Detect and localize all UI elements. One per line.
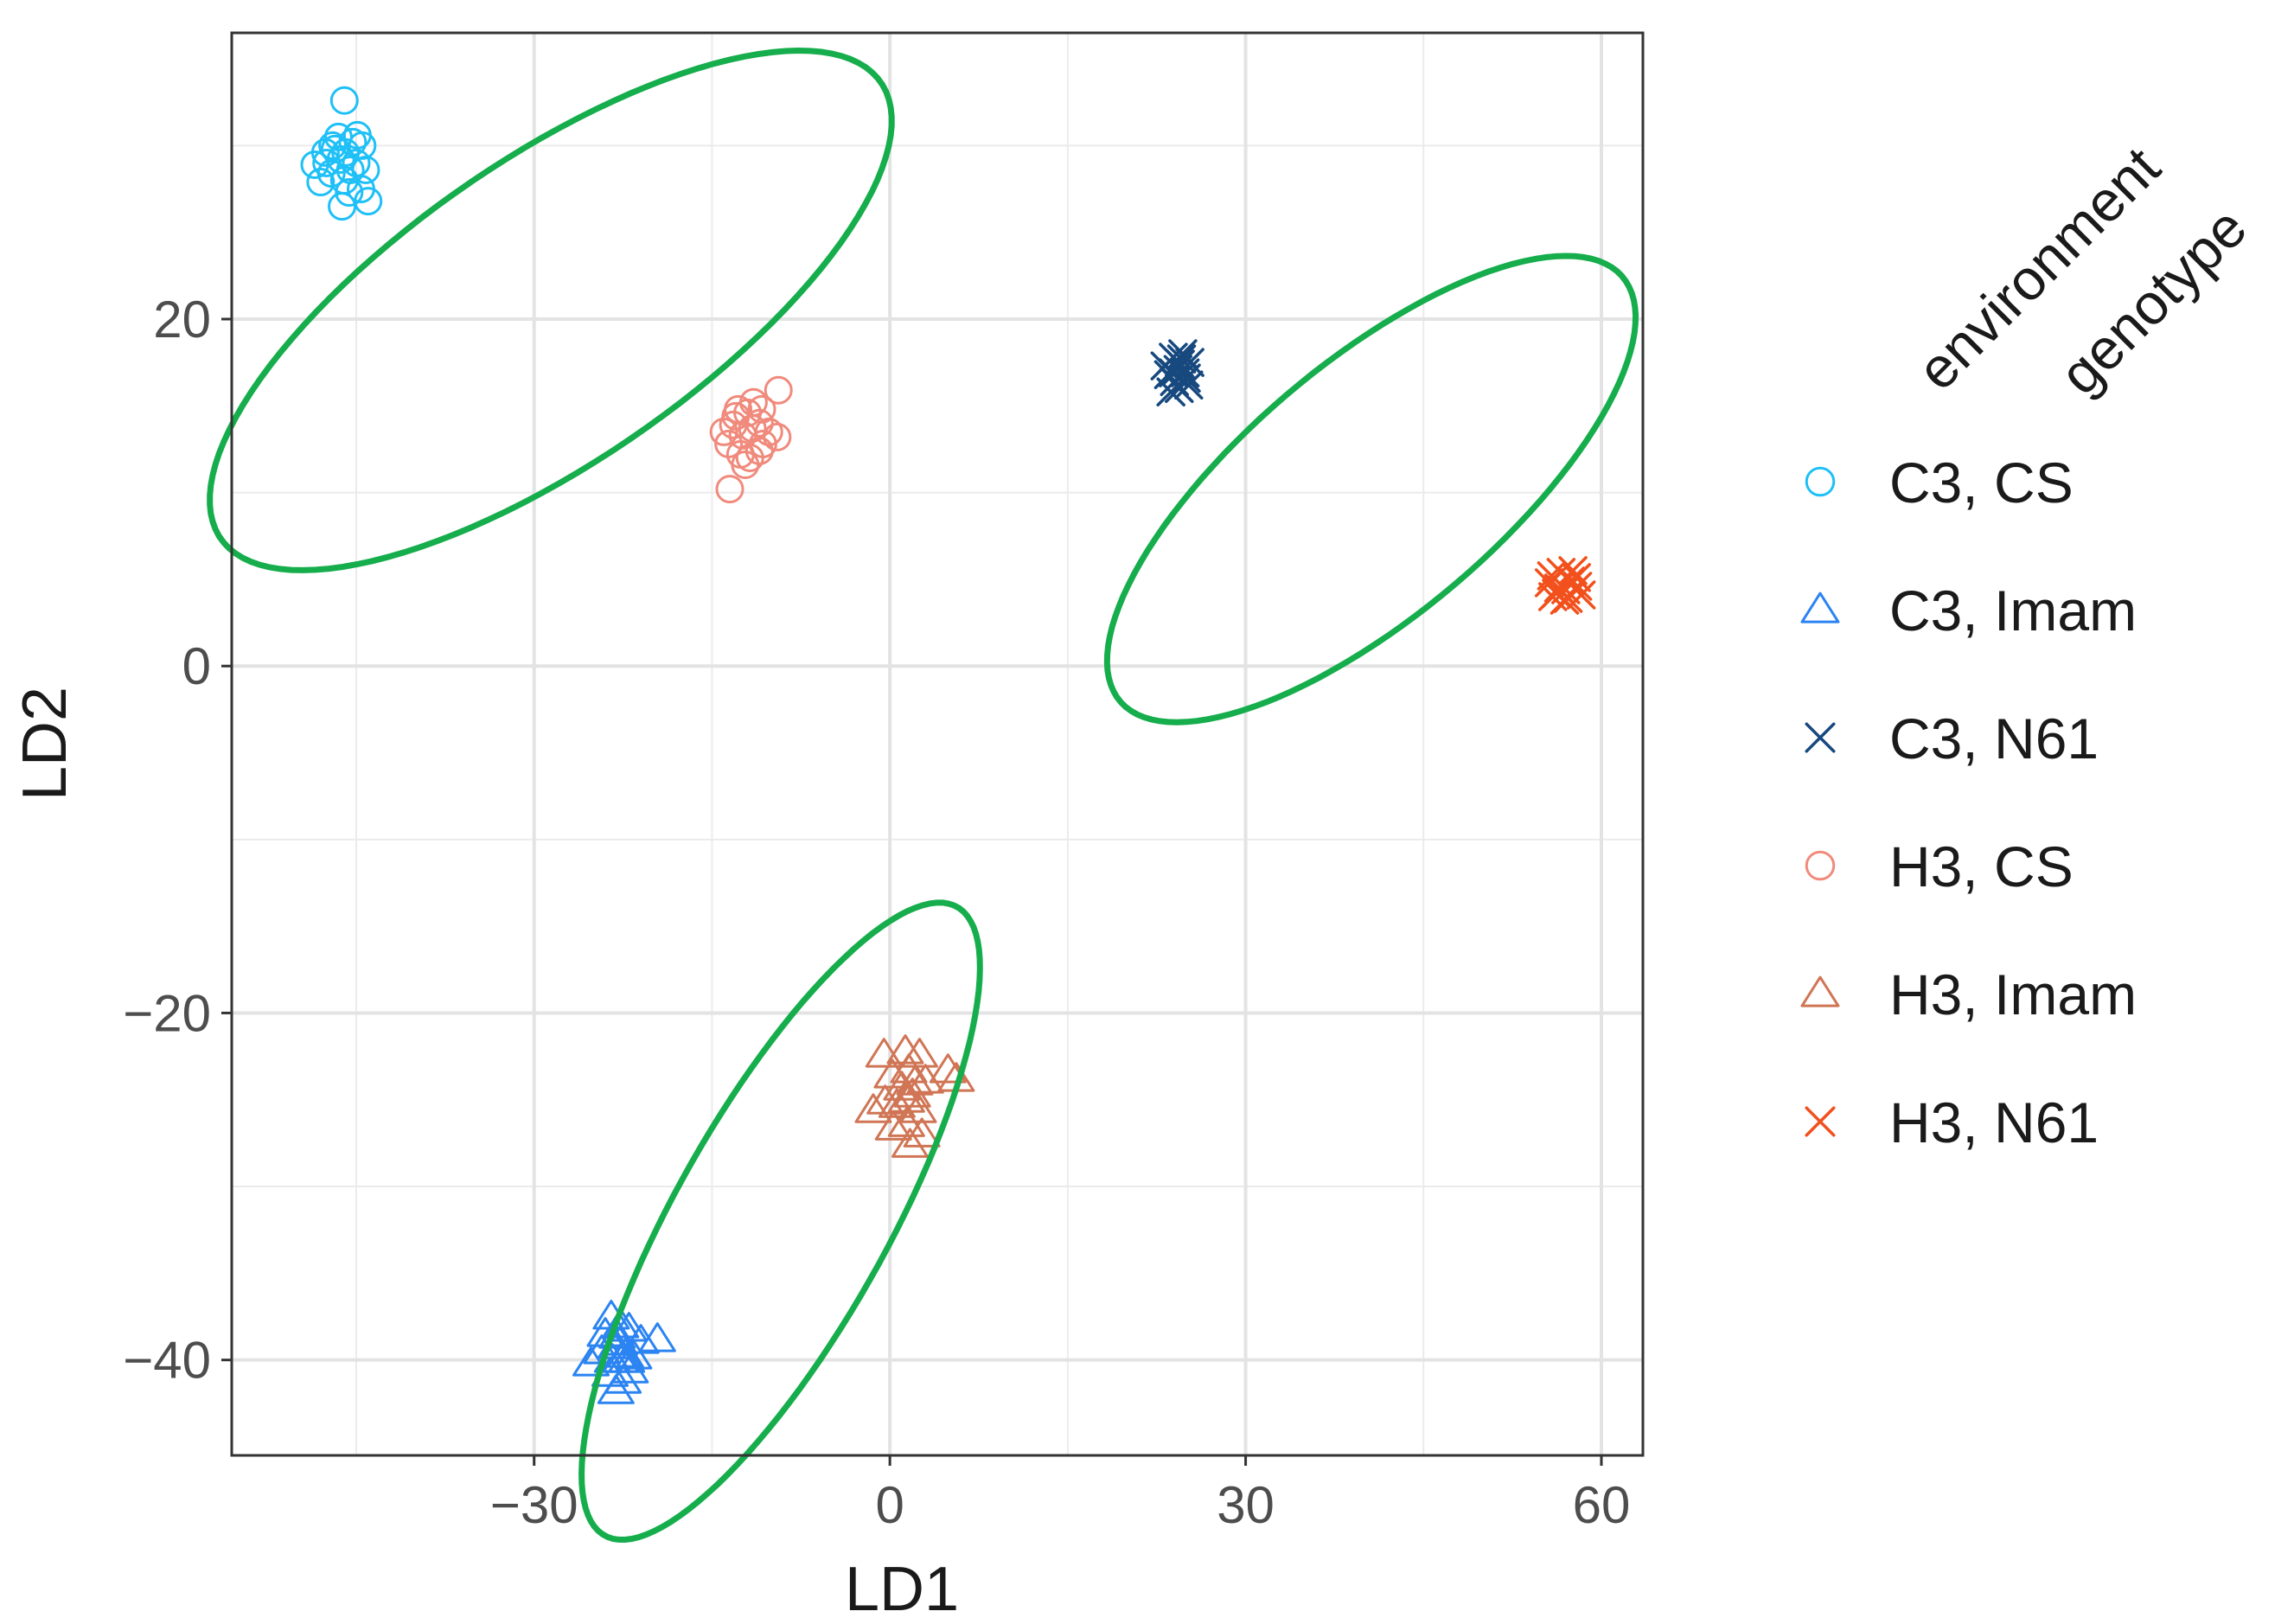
data-point-c3-imam [608, 1343, 646, 1373]
panel-border [230, 31, 1645, 1457]
data-point-c3-imam [622, 1324, 660, 1354]
x-tick-label: 0 [875, 1476, 904, 1534]
data-point-c3-n61 [1173, 370, 1204, 400]
data-point-c3-n61 [1166, 344, 1197, 374]
data-point-h3-imam [891, 1128, 929, 1158]
y-tick-label: 20 [153, 291, 211, 348]
y-tick-label: −20 [123, 984, 211, 1042]
series-h3-imam [854, 1034, 975, 1158]
y-tick-label: −40 [123, 1332, 211, 1390]
group-ellipses [207, 47, 1639, 1544]
data-point-h3-imam [883, 1071, 921, 1101]
data-point-c3-n61 [1159, 358, 1188, 387]
series-c3-cs [300, 86, 383, 221]
legend-label-c3-cs: C3, CS [1889, 451, 2074, 515]
cluster-ellipse-2 [1103, 253, 1639, 726]
data-point-c3-imam [597, 1374, 635, 1404]
data-point-c3-n61 [1165, 374, 1194, 403]
legend-key-c3-cs [1805, 466, 1836, 497]
legend-items: C3, CS C3, Imam C3, N61 H3, CS H3, Imam H3, N… [1800, 451, 2137, 1154]
y-axis-label: LD2 [10, 687, 80, 801]
cluster-ellipse-1 [207, 47, 895, 573]
data-point-c3-cs [318, 131, 348, 160]
legend-key-h3-cs [1805, 850, 1836, 881]
x-tick-label: 30 [1217, 1476, 1275, 1534]
minor-gridlines [232, 33, 1643, 1455]
data-point-c3-imam [598, 1319, 636, 1349]
data-point-h3-cs [764, 375, 793, 405]
data-point-c3-n61 [1175, 348, 1205, 377]
series-h3-n61 [1534, 556, 1596, 615]
data-point-h3-imam [865, 1038, 903, 1068]
data-point-c3-cs [306, 168, 335, 197]
data-point-h3-n61 [1542, 579, 1571, 608]
data-point-h3-cs [763, 422, 792, 451]
legend-label-h3-cs: H3, CS [1889, 834, 2074, 898]
data-point-c3-cs [348, 131, 377, 160]
legend-key-c3-n61 [1805, 722, 1836, 753]
data-point-h3-cs [738, 413, 767, 443]
data-point-h3-imam [929, 1053, 967, 1084]
data-point-h3-imam [887, 1083, 925, 1113]
data-point-c3-cs [354, 187, 383, 216]
data-point-h3-imam [854, 1093, 892, 1123]
data-point-h3-imam [896, 1065, 934, 1096]
x-tick-label: 60 [1573, 1476, 1631, 1534]
data-point-h3-n61 [1562, 563, 1591, 592]
data-point-h3-n61 [1558, 556, 1588, 585]
data-point-h3-imam [874, 1110, 912, 1141]
series-h3-cs [709, 375, 793, 504]
data-point-h3-cs [724, 394, 753, 424]
data-point-c3-cs [329, 86, 359, 115]
y-tick-label: 0 [182, 637, 211, 695]
legend-label-c3-n61: C3, N61 [1889, 707, 2099, 770]
data-point-h3-imam [899, 1093, 937, 1123]
legend-key-c3-imam [1800, 591, 1840, 623]
y-axis: 20 0 −20 −40 [123, 291, 232, 1390]
data-point-c3-imam [611, 1353, 649, 1384]
data-point-h3-cs [715, 475, 744, 504]
major-gridlines [232, 33, 1643, 1455]
data-point-h3-cs [719, 410, 748, 439]
data-point-c3-cs [335, 155, 365, 184]
legend-key-h3-n61 [1805, 1106, 1836, 1137]
data-point-c3-cs [320, 134, 349, 163]
x-tick-label: −30 [490, 1476, 578, 1534]
legend-label-c3-imam: C3, Imam [1889, 579, 2137, 643]
x-axis: −30 0 30 60 [490, 1455, 1631, 1534]
data-point-c3-cs [342, 148, 371, 177]
series-c3-n61 [1150, 339, 1205, 407]
x-axis-label: LD1 [845, 1555, 959, 1624]
data-point-c3-cs [335, 178, 364, 208]
legend-label-h3-n61: H3, N61 [1889, 1090, 2099, 1154]
data-point-h3-imam [900, 1038, 938, 1068]
legend-label-h3-imam: H3, Imam [1889, 962, 2137, 1026]
data-point-h3-cs [747, 394, 776, 424]
cluster-ellipse-3 [578, 899, 983, 1544]
legend-key-h3-imam [1800, 975, 1840, 1007]
